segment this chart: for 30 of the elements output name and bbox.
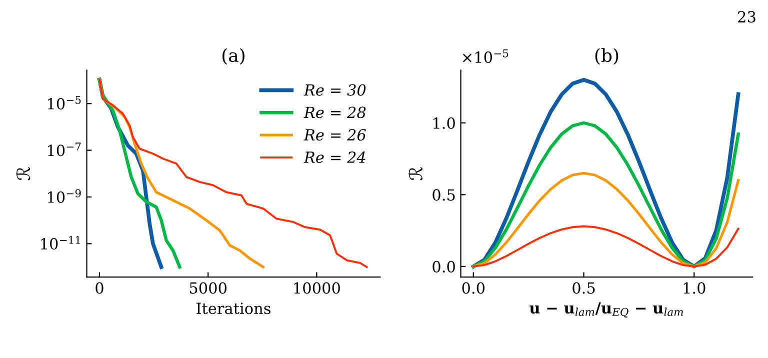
x-tick-label: 0 [96,282,104,294]
y-tick-label: 10$^{−9}$ [48,189,81,203]
y-tick-label: 10$^{−11}$ [41,236,80,250]
text: 23 [738,11,756,23]
y-axis-title: ℛ [408,167,422,180]
line-series [472,225,740,268]
legend-label: Re = 28 [304,106,366,118]
line-series [472,121,740,268]
x-tick-label: 5000 [190,282,227,294]
legend-label: Re = 30 [304,84,366,96]
x-tick-label: 0.5 [572,282,595,294]
line-series [471,78,740,268]
x-axis-title: Iterations [196,302,270,314]
y-tick-label: 10$^{−5}$ [48,96,81,110]
x-axis-title: u − u$_{lam}$/u$_{EQ}$ − u$_{lam}$ [530,302,683,318]
y-tick-label: 0.5 [432,189,455,201]
text: ×10$^{−5}$ [462,49,508,63]
chart-title: (a) [222,48,244,65]
x-tick-label: 10000 [294,282,340,294]
legend-label: Re = 26 [304,129,366,141]
x-tick-label: 0.0 [462,282,485,294]
x-tick-label: 1.0 [684,282,706,294]
line-series [472,172,740,268]
y-tick-label: 0.0 [432,260,455,272]
y-tick-label: 1.0 [434,117,455,129]
line-series [98,78,368,268]
y-axis-title: ℛ [16,167,30,180]
y-tick-label: 10$^{−7}$ [48,142,81,156]
chart-title: (b) [595,48,618,65]
legend-label: Re = 24 [304,151,366,164]
